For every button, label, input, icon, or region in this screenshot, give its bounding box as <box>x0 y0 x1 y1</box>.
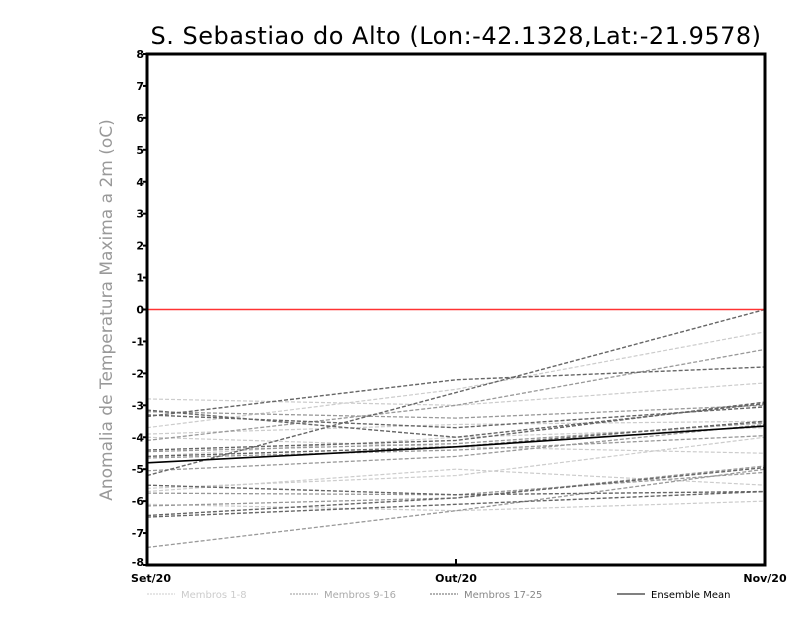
y-tick-label: 1 <box>136 272 144 285</box>
x-tick-label: Out/20 <box>435 572 477 585</box>
y-tick-label: -7 <box>132 527 144 540</box>
y-tick-label: -5 <box>132 463 144 476</box>
y-tick-label: 3 <box>136 208 144 221</box>
legend-label-4: Ensemble Mean <box>651 590 730 601</box>
member-line-25 <box>146 406 766 429</box>
member-line-6 <box>146 468 766 493</box>
member-line-8 <box>146 500 766 512</box>
y-axis-label: Anomalia de Temperatura Maxima a 2m (oC) <box>97 119 117 501</box>
member-line-20 <box>146 401 766 451</box>
y-tick-label: -1 <box>132 335 144 348</box>
member-line-15 <box>146 435 766 459</box>
member-line-9 <box>146 404 766 419</box>
member-line-3 <box>146 420 766 435</box>
y-tick-label: 7 <box>136 80 144 93</box>
y-tick-label: -2 <box>132 367 144 380</box>
x-tick-label: Set/20 <box>131 572 171 585</box>
member-line-4 <box>146 427 766 458</box>
member-line-16 <box>146 468 766 549</box>
member-line-1 <box>146 382 766 406</box>
member-line-14 <box>146 465 766 507</box>
legend-label-2: Membros 9-16 <box>324 590 396 601</box>
y-tick-label: 4 <box>136 176 144 189</box>
chart-title: S. Sebastiao do Alto (Lon:-42.1328,Lat:-… <box>150 22 761 50</box>
member-line-18 <box>146 308 766 477</box>
y-tick-label: -4 <box>132 431 145 444</box>
member-line-10 <box>146 348 766 442</box>
member-line-17 <box>146 366 766 418</box>
ensemble-mean-line <box>146 425 766 464</box>
y-tick-label: 6 <box>136 112 144 125</box>
member-line-12 <box>146 423 766 472</box>
legend-label-3: Membros 17-25 <box>464 590 542 601</box>
y-tick-label: -8 <box>132 556 144 569</box>
member-line-11 <box>146 422 766 453</box>
y-tick-label: 0 <box>136 304 144 317</box>
x-tick-label: Nov/20 <box>743 572 787 585</box>
member-line-21 <box>146 484 766 496</box>
y-tick-label: 5 <box>136 144 144 157</box>
member-line-2 <box>146 331 766 429</box>
y-tick-label: 2 <box>136 240 144 253</box>
y-tick-label: 8 <box>136 48 144 61</box>
y-tick-label: -6 <box>132 495 145 508</box>
member-line-5 <box>146 436 766 489</box>
y-tick-label: -3 <box>132 399 144 412</box>
member-line-23 <box>146 490 766 518</box>
legend-label-1: Membros 1-8 <box>181 590 247 601</box>
member-line-22 <box>146 466 766 517</box>
